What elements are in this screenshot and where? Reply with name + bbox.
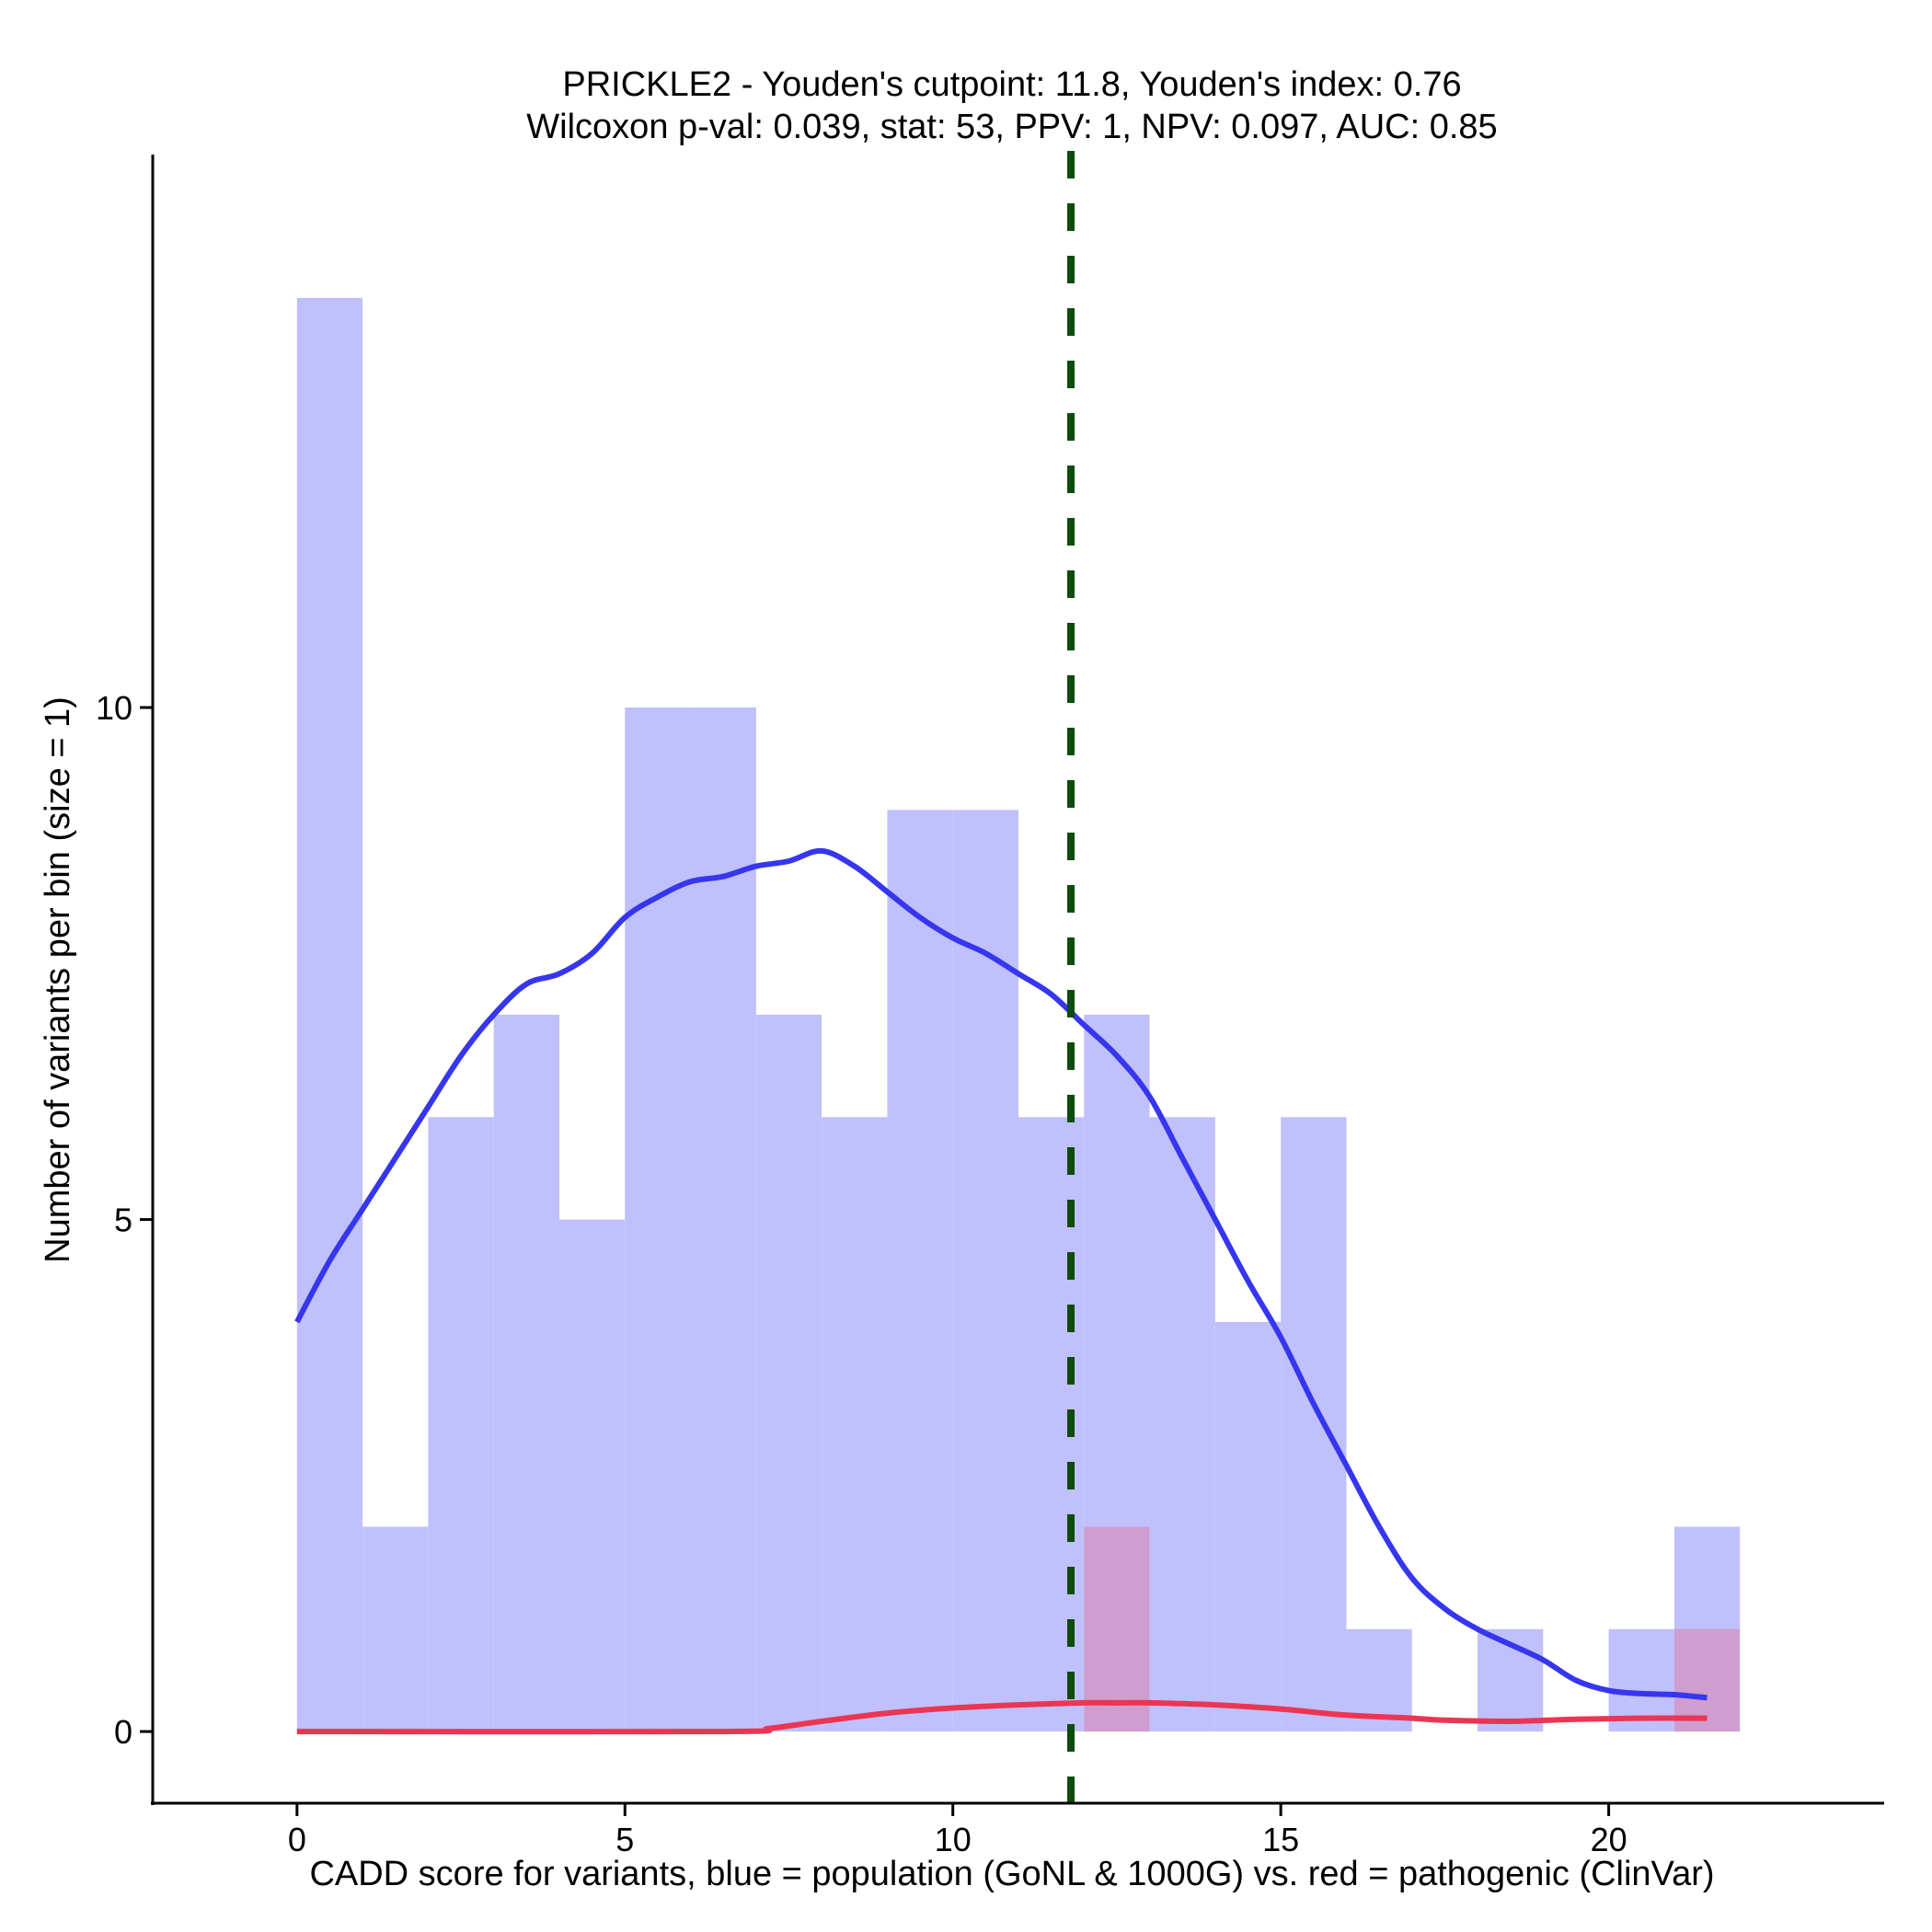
population-bar-13	[1149, 1117, 1215, 1732]
population-density-line	[294, 847, 1708, 1701]
population-bar-10	[952, 810, 1018, 1732]
x-tick-label-0: 0	[288, 1821, 306, 1858]
x-axis-title: CADD score for variants, blue = populati…	[309, 1855, 1714, 1893]
y-tick-label-0: 0	[114, 1713, 132, 1751]
y-axis-title: Number of variants per bin (size = 1)	[39, 696, 77, 1263]
density-curves	[294, 847, 1708, 1735]
pathogenic-density-line	[296, 1699, 1708, 1735]
population-bar-3	[493, 1014, 559, 1732]
pathogenic-bars	[1084, 1526, 1741, 1732]
x-tick-label-4: 20	[1591, 1821, 1627, 1858]
pathogenic-bar-1	[1673, 1628, 1741, 1732]
population-bar-9	[887, 810, 953, 1732]
x-tick-label-3: 15	[1262, 1821, 1299, 1858]
population-bar-18	[1608, 1628, 1674, 1732]
x-tick-label-2: 10	[935, 1821, 972, 1858]
population-bar-5	[625, 707, 691, 1732]
pathogenic-bar-0	[1084, 1526, 1150, 1732]
population-bar-8	[822, 1117, 888, 1732]
population-bar-7	[755, 1014, 822, 1732]
chart-title-line-2: Wilcoxon p-val: 0.039, stat: 53, PPV: 1,…	[526, 108, 1497, 146]
y-tick-label-1: 5	[114, 1202, 132, 1239]
population-bar-15	[1281, 1117, 1347, 1732]
y-tick-label-2: 10	[96, 689, 132, 727]
x-tick-label-1: 5	[615, 1821, 634, 1858]
population-bar-0	[296, 297, 363, 1732]
x-axis-ticks: 0 5 10 15 20	[288, 1803, 1627, 1858]
population-bar-14	[1214, 1321, 1282, 1732]
y-axis-ticks: 0 5 10	[96, 689, 153, 1751]
population-bar-4	[558, 1219, 626, 1732]
population-bar-6	[690, 707, 756, 1732]
population-bar-2	[428, 1117, 494, 1732]
population-bars	[296, 297, 1741, 1732]
population-bar-1	[362, 1526, 429, 1732]
chart-title-line-1: PRICKLE2 - Youden's cutpoint: 11.8, Youd…	[562, 65, 1461, 104]
axes	[151, 155, 1884, 1805]
